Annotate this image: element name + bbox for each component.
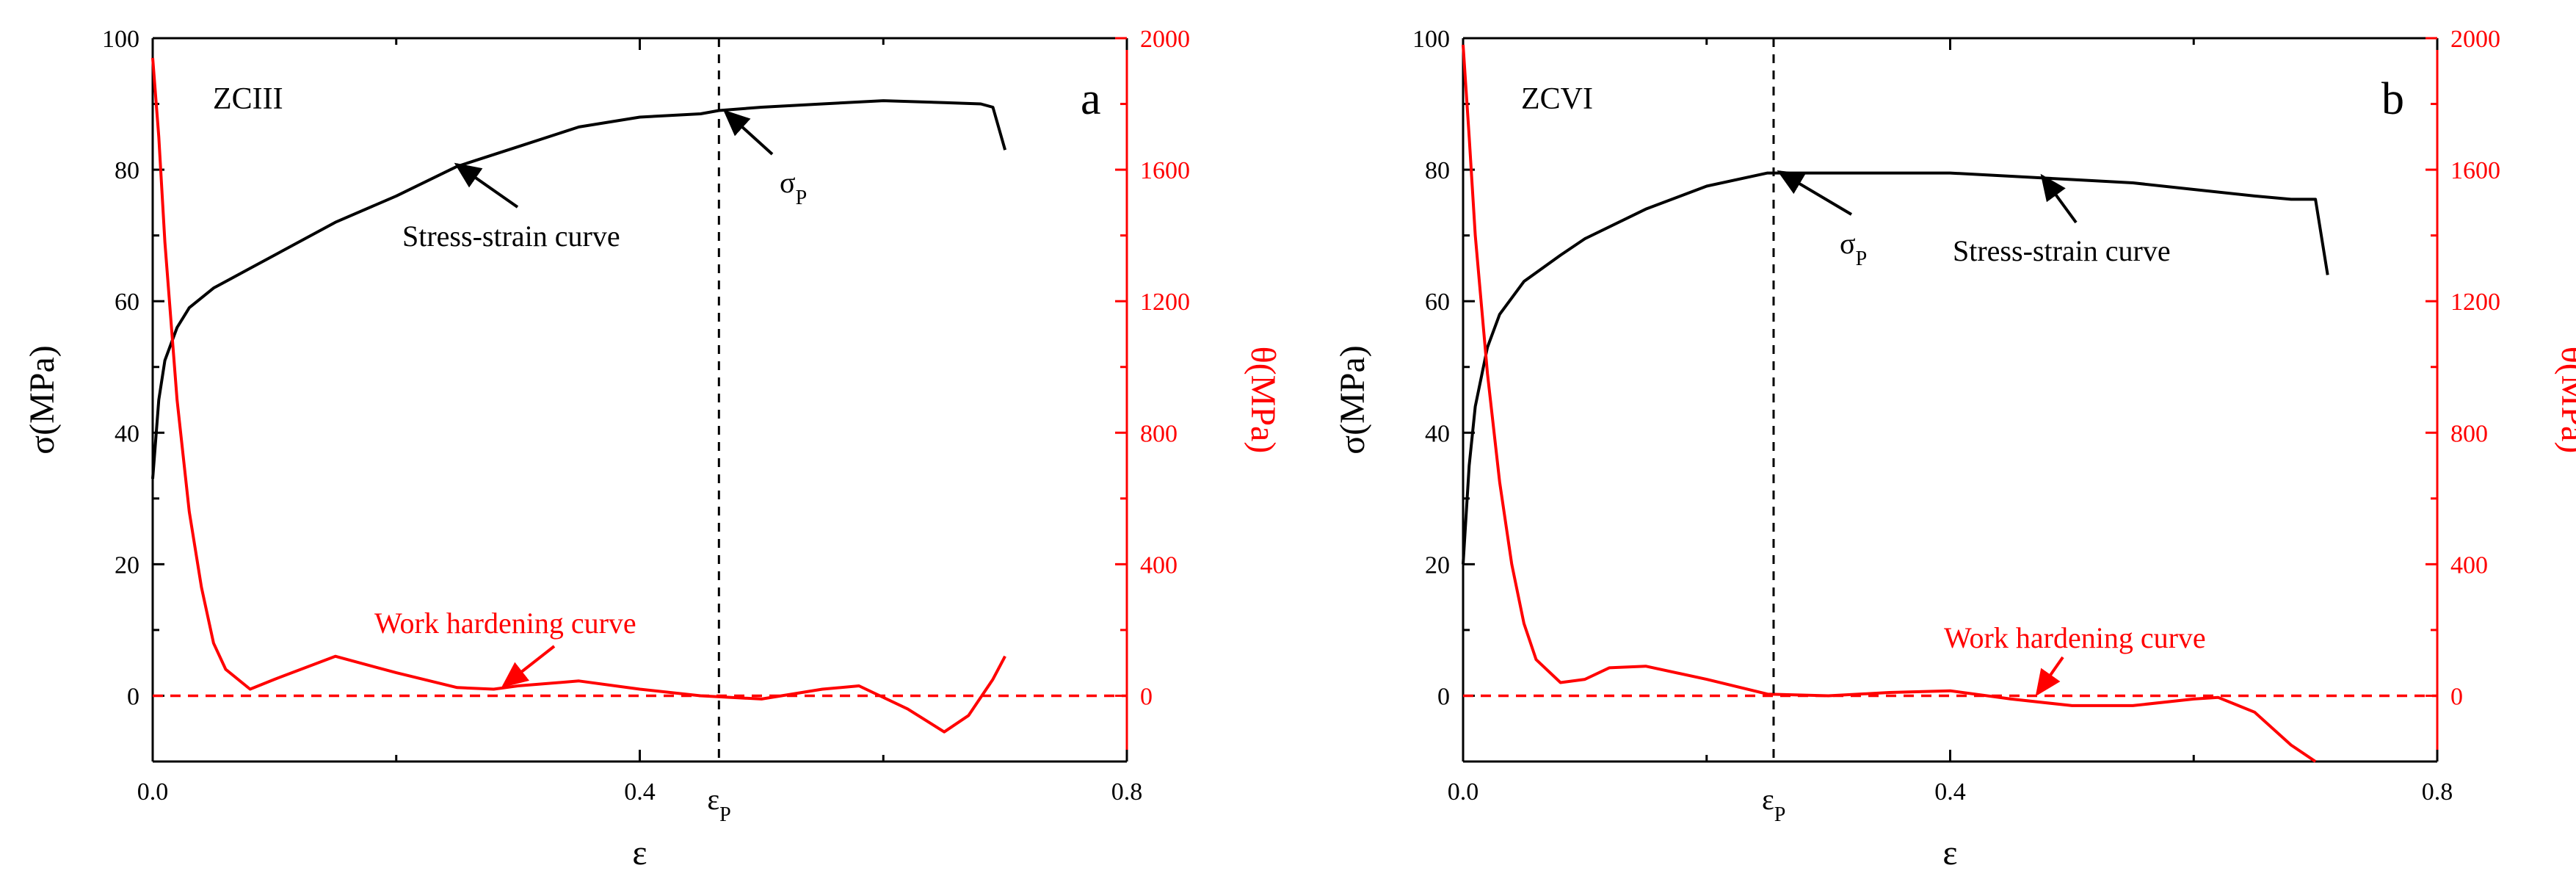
y-tick-label-left: 60 xyxy=(1425,289,1450,316)
peak-stress-label-subscript: P xyxy=(796,187,808,209)
x-tick-label: 0.4 xyxy=(624,778,656,806)
peak-stress-label-symbol: σ xyxy=(780,166,796,199)
work-hardening-arrow xyxy=(2035,656,2064,697)
x-tick-label: 0.0 xyxy=(137,778,169,806)
y-tick-label-right: 1600 xyxy=(2450,157,2500,184)
y-axis-title-right: θ(MPa) xyxy=(1244,347,1282,454)
y-axis-title-left: σ(MPa) xyxy=(1333,345,1372,455)
y-tick-label-left: 100 xyxy=(102,26,139,53)
y-tick-label-left: 40 xyxy=(115,420,139,447)
stress-strain-annotation: Stress-strain curve xyxy=(1953,234,2171,267)
y-tick-label-right: 0 xyxy=(2450,683,2463,710)
x-axis-title: ε xyxy=(1942,833,1957,872)
work-hardening-annotation: Work hardening curve xyxy=(374,607,636,640)
peak-strain-label-symbol: ε xyxy=(707,783,719,816)
y-tick-label-left: 40 xyxy=(1425,420,1450,447)
y-tick-label-right: 0 xyxy=(1140,683,1153,710)
peak-stress-label: σP xyxy=(780,166,807,209)
y-tick-label-left: 0 xyxy=(1437,683,1450,710)
y-tick-label-left: 100 xyxy=(1412,26,1450,53)
y-tick-label-right: 1200 xyxy=(1140,289,1190,316)
peak-stress-arrow xyxy=(1777,170,1853,216)
y-tick-label-left: 20 xyxy=(115,551,139,579)
y-tick-label-right: 2000 xyxy=(2450,26,2500,53)
chart-panel-b: 0.0 0.4 0.8 0 20 40 60 80 100 0 400 800 1200 1600 2000… xyxy=(1333,26,2576,872)
material-label: ZCIII xyxy=(213,82,283,116)
x-tick-label: 0.8 xyxy=(1111,778,1143,806)
y-tick-label-right: 1600 xyxy=(1140,157,1190,184)
x-tick-label: 0.8 xyxy=(2422,778,2453,806)
y-tick-label-right: 400 xyxy=(2450,551,2488,579)
peak-stress-arrow xyxy=(723,109,774,156)
y-tick-label-left: 80 xyxy=(115,157,139,184)
peak-strain-label-symbol: ε xyxy=(1762,783,1774,816)
y-tick-label-left: 80 xyxy=(1425,157,1450,184)
peak-strain-label: εP xyxy=(707,783,730,826)
panel-letter: b xyxy=(2381,74,2404,124)
y-tick-label-left: 60 xyxy=(115,289,139,316)
peak-strain-label-subscript: P xyxy=(1774,803,1786,826)
work-hardening-line xyxy=(151,57,1006,734)
peak-stress-label: σP xyxy=(1840,227,1867,270)
stress-strain-annotation: Stress-strain curve xyxy=(402,220,620,253)
work-hardening-annotation: Work hardening curve xyxy=(1944,621,2206,654)
y-tick-label-left: 0 xyxy=(127,683,139,710)
y-tick-label-right: 800 xyxy=(2450,420,2488,447)
panel-letter: a xyxy=(1081,74,1101,124)
material-label: ZCVI xyxy=(1521,82,1593,116)
y-tick-label-right: 800 xyxy=(1140,420,1178,447)
y-axis-title-right: θ(MPa) xyxy=(2554,347,2576,454)
y-tick-label-left: 20 xyxy=(1425,551,1450,579)
stress-strain-line xyxy=(1462,171,2329,565)
x-tick-label: 0.4 xyxy=(1934,778,1966,806)
x-tick-label: 0.0 xyxy=(1448,778,1479,806)
y-tick-label-right: 400 xyxy=(1140,551,1178,579)
peak-stress-label-subscript: P xyxy=(1856,247,1868,270)
stress-strain-line xyxy=(151,99,1007,480)
y-tick-label-right: 2000 xyxy=(1140,26,1190,53)
work-hardening-line xyxy=(1462,44,2317,763)
chart-panel-a: 0.0 0.4 0.8 0 20 40 60 80 100 0 400 800 1200 1600 2000… xyxy=(23,26,1282,872)
x-axis-title: ε xyxy=(632,833,647,872)
y-axis-title-left: σ(MPa) xyxy=(23,345,62,455)
peak-strain-label: εP xyxy=(1762,783,1785,826)
stress-strain-arrow xyxy=(454,162,519,209)
peak-strain-label-subscript: P xyxy=(719,803,731,826)
stress-strain-arrow xyxy=(2040,173,2078,224)
work-hardening-arrow xyxy=(501,645,556,688)
peak-stress-label-symbol: σ xyxy=(1840,227,1856,260)
y-tick-label-right: 1200 xyxy=(2450,289,2500,316)
